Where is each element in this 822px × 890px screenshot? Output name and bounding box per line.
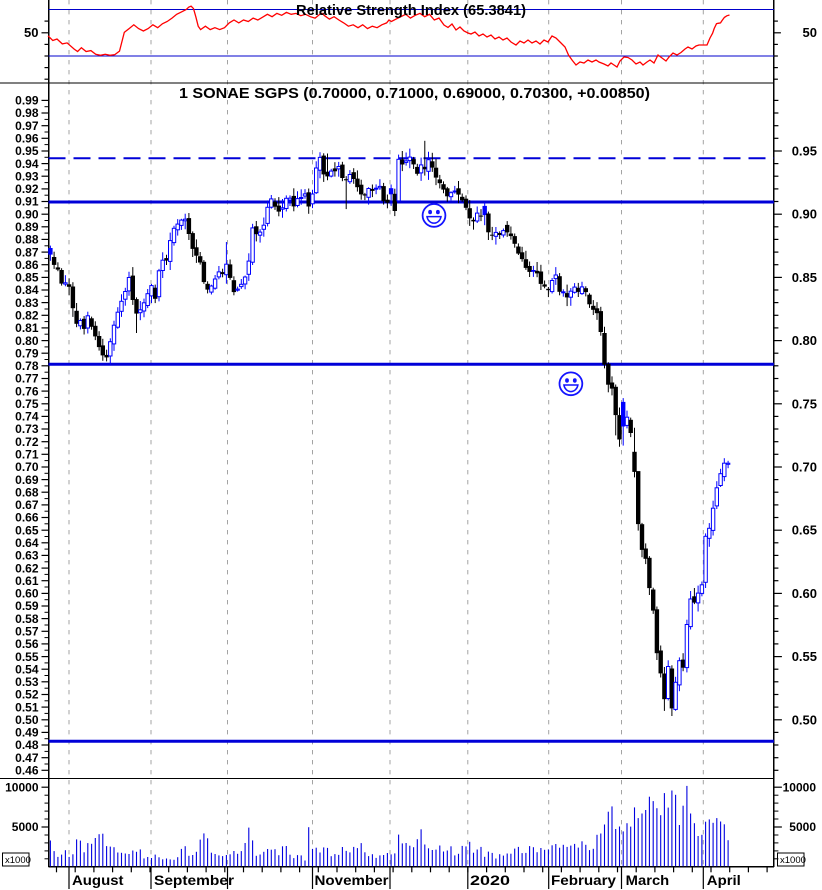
svg-text:0.50: 0.50 xyxy=(15,713,39,727)
svg-text:0.88: 0.88 xyxy=(15,233,39,247)
svg-text:0.61: 0.61 xyxy=(15,574,39,588)
svg-text:0.75: 0.75 xyxy=(792,396,817,411)
svg-text:0.72: 0.72 xyxy=(15,435,39,449)
svg-text:0.94: 0.94 xyxy=(15,157,39,171)
svg-text:0.59: 0.59 xyxy=(15,599,39,613)
svg-text:0.85: 0.85 xyxy=(792,270,817,285)
svg-text:August: August xyxy=(72,872,124,888)
svg-text:0.97: 0.97 xyxy=(15,119,39,133)
svg-text:0.92: 0.92 xyxy=(15,182,39,196)
svg-text:November: November xyxy=(315,872,390,888)
svg-text:0.65: 0.65 xyxy=(15,523,39,537)
svg-text:0.60: 0.60 xyxy=(15,587,39,601)
svg-text:0.71: 0.71 xyxy=(15,448,39,462)
svg-text:0.65: 0.65 xyxy=(792,523,817,538)
svg-text:50: 50 xyxy=(24,25,38,40)
svg-text:0.69: 0.69 xyxy=(15,473,39,487)
svg-text:0.74: 0.74 xyxy=(15,410,39,424)
svg-text:5000: 5000 xyxy=(789,820,816,834)
svg-text:x1000: x1000 xyxy=(780,855,806,866)
svg-text:0.66: 0.66 xyxy=(15,511,39,525)
svg-text:Relative Strength Index (65.38: Relative Strength Index (65.3841) xyxy=(296,2,526,19)
svg-text:0.67: 0.67 xyxy=(15,498,39,512)
svg-text:0.91: 0.91 xyxy=(15,195,39,209)
svg-text:0.93: 0.93 xyxy=(15,169,39,183)
svg-text:September: September xyxy=(154,872,235,888)
svg-text:0.99: 0.99 xyxy=(15,94,39,108)
svg-text:0.89: 0.89 xyxy=(15,220,39,234)
svg-text:0.78: 0.78 xyxy=(15,359,39,373)
svg-text:0.80: 0.80 xyxy=(792,333,817,348)
svg-text:February: February xyxy=(551,872,616,888)
svg-text:0.57: 0.57 xyxy=(15,625,39,639)
svg-text:0.96: 0.96 xyxy=(15,132,39,146)
svg-text:0.98: 0.98 xyxy=(15,106,39,120)
svg-text:0.49: 0.49 xyxy=(15,726,39,740)
svg-text:1 SONAE SGPS (0.70000, 0.71000: 1 SONAE SGPS (0.70000, 0.71000, 0.69000,… xyxy=(179,85,650,102)
svg-text:0.83: 0.83 xyxy=(15,296,39,310)
svg-text:0.58: 0.58 xyxy=(15,612,39,626)
svg-text:0.90: 0.90 xyxy=(15,207,39,221)
svg-text:0.85: 0.85 xyxy=(15,271,39,285)
svg-text:0.77: 0.77 xyxy=(15,372,39,386)
svg-text:0.55: 0.55 xyxy=(15,650,39,664)
svg-text:50: 50 xyxy=(803,25,817,40)
svg-text:0.63: 0.63 xyxy=(15,549,39,563)
svg-text:0.90: 0.90 xyxy=(792,207,817,222)
svg-text:10000: 10000 xyxy=(783,780,817,794)
svg-text:0.46: 0.46 xyxy=(15,764,39,778)
svg-text:2020: 2020 xyxy=(470,872,510,888)
svg-text:0.51: 0.51 xyxy=(15,700,39,714)
svg-text:0.95: 0.95 xyxy=(792,144,817,159)
svg-text:0.81: 0.81 xyxy=(15,321,39,335)
svg-text:0.70: 0.70 xyxy=(792,460,817,475)
svg-text:0.82: 0.82 xyxy=(15,309,39,323)
svg-text:0.53: 0.53 xyxy=(15,675,39,689)
svg-text:0.84: 0.84 xyxy=(15,283,39,297)
svg-text:0.64: 0.64 xyxy=(15,536,39,550)
svg-text:April: April xyxy=(707,872,741,888)
svg-text:0.87: 0.87 xyxy=(15,245,39,259)
svg-text:0.62: 0.62 xyxy=(15,561,39,575)
svg-text:0.68: 0.68 xyxy=(15,485,39,499)
svg-text:0.47: 0.47 xyxy=(15,751,39,765)
svg-text:0.52: 0.52 xyxy=(15,688,39,702)
svg-text:March: March xyxy=(626,872,670,888)
svg-text:0.80: 0.80 xyxy=(15,334,39,348)
svg-text:0.54: 0.54 xyxy=(15,662,39,676)
svg-text:0.73: 0.73 xyxy=(15,422,39,436)
svg-text:0.60: 0.60 xyxy=(792,586,817,601)
svg-text:0.86: 0.86 xyxy=(15,258,39,272)
svg-text:x1000: x1000 xyxy=(5,855,31,866)
svg-text:0.79: 0.79 xyxy=(15,346,39,360)
svg-text:10000: 10000 xyxy=(5,780,39,794)
svg-text:0.56: 0.56 xyxy=(15,637,39,651)
svg-text:0.50: 0.50 xyxy=(792,712,817,727)
svg-text:0.55: 0.55 xyxy=(792,649,817,664)
svg-text:0.95: 0.95 xyxy=(15,144,39,158)
svg-text:0.70: 0.70 xyxy=(15,460,39,474)
svg-text:5000: 5000 xyxy=(12,820,39,834)
svg-text:0.48: 0.48 xyxy=(15,738,39,752)
svg-text:0.75: 0.75 xyxy=(15,397,39,411)
svg-text:0.76: 0.76 xyxy=(15,384,39,398)
